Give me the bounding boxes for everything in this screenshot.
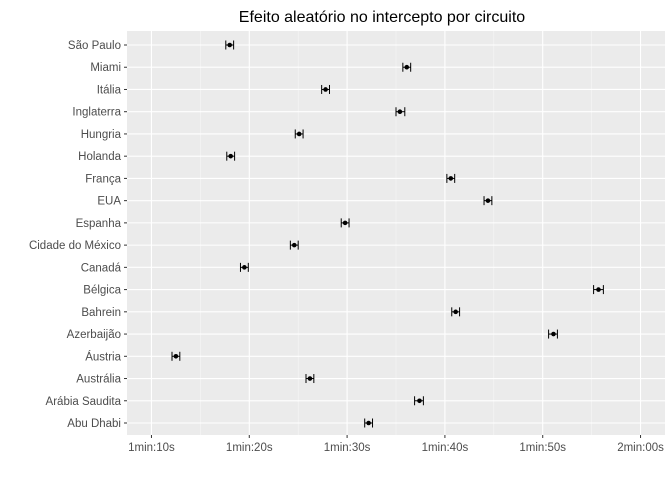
y-tick-label: Canadá [81, 262, 122, 274]
y-tick-label: França [85, 173, 121, 185]
data-point [342, 220, 348, 226]
data-point [448, 176, 454, 181]
x-tick-label: 1min:20s [226, 442, 273, 454]
y-tick-label: EUA [97, 196, 121, 208]
data-point [596, 287, 601, 292]
data-point [296, 131, 302, 137]
data-point [404, 64, 410, 70]
data-point [453, 309, 458, 315]
data-point [366, 420, 371, 426]
data-point [291, 242, 297, 248]
data-point [551, 331, 556, 337]
y-tick-label: Azerbaijão [67, 329, 121, 341]
data-point [323, 87, 328, 92]
y-tick-label: Inglaterra [72, 107, 121, 119]
y-tick-label: São Paulo [68, 40, 121, 52]
x-tick-label: 1min:40s [422, 442, 469, 454]
y-tick-label: Itália [97, 84, 122, 96]
y-tick-label: Holanda [78, 151, 121, 163]
data-point [485, 198, 491, 203]
x-axis: 1min:10s 1min:20s 1min:30s 1min:40s 1min:50s… [128, 435, 664, 454]
chart-title: Efeito aleatório no intercepto por circu… [239, 9, 525, 26]
y-axis: São Paulo Miami Itália Inglaterra Hungria Hol… [29, 40, 127, 430]
y-tick-label: Hungria [81, 129, 122, 141]
x-tick-label: 1min:30s [324, 442, 371, 454]
data-point [307, 376, 313, 381]
y-tick-label: Bahrein [81, 307, 121, 319]
y-tick-label: Bélgica [83, 285, 121, 297]
data-point [227, 42, 233, 48]
data-point [417, 398, 422, 404]
data-point [397, 109, 403, 115]
y-tick-label: Miami [90, 62, 121, 74]
y-tick-label: Áustria [85, 350, 121, 363]
y-tick-label: Cidade do México [29, 240, 121, 252]
y-tick-label: Austrália [76, 374, 121, 386]
y-tick-label: Abu Dhabi [67, 418, 121, 430]
x-tick-label: 1min:10s [128, 442, 175, 454]
data-point [228, 153, 233, 159]
y-tick-label: Arábia Saudita [46, 396, 122, 408]
data-marks [171, 40, 604, 428]
x-tick-label: 1min:50s [519, 442, 566, 454]
grid-minor [200, 31, 592, 435]
y-tick-label: Espanha [76, 218, 122, 230]
x-tick-label: 2min:00s [617, 442, 664, 454]
data-point [242, 265, 247, 270]
data-point [173, 353, 179, 359]
